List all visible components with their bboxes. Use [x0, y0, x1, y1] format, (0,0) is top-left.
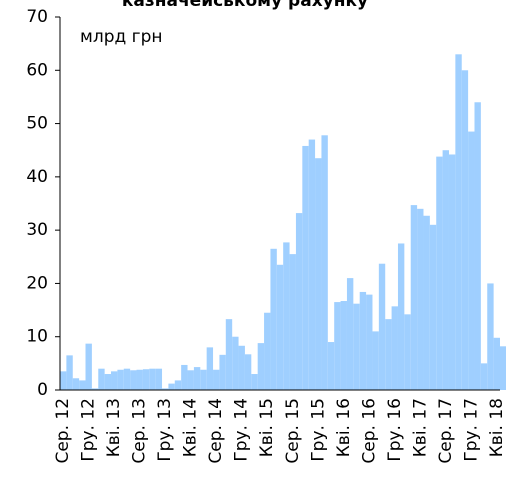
bar	[353, 303, 360, 390]
y-tick-label: 70	[26, 7, 48, 27]
x-tick-label: Кві. 13	[104, 398, 124, 457]
bar	[206, 347, 214, 390]
x-tick-label: Сер. 12	[53, 398, 73, 464]
bar	[372, 331, 379, 390]
x-tick-label: Сер. 13	[130, 398, 150, 464]
bar	[251, 374, 258, 390]
y-tick-label: 0	[37, 380, 48, 400]
bar	[327, 342, 335, 390]
bar	[302, 145, 309, 390]
bar	[181, 364, 188, 390]
bar	[130, 370, 137, 390]
y-tick-label: 60	[26, 60, 48, 80]
x-tick-label: Кві. 14	[181, 398, 201, 457]
bar	[60, 371, 67, 390]
bar	[72, 378, 80, 390]
bar	[142, 369, 150, 390]
bar	[493, 337, 500, 390]
bar	[136, 369, 143, 390]
bar	[308, 139, 316, 390]
x-tick-label: Гру. 17	[461, 398, 481, 462]
bar	[123, 368, 131, 390]
bar	[264, 312, 271, 390]
bar	[346, 278, 354, 390]
bar	[111, 371, 118, 390]
bar	[461, 70, 469, 391]
bar	[321, 135, 328, 390]
bar	[487, 283, 494, 390]
bar	[366, 294, 373, 390]
bar	[334, 302, 341, 390]
x-tick-label: Сер. 15	[283, 398, 303, 464]
x-tick-label: Гру. 12	[79, 398, 99, 462]
chart-title: казначейському рахунку	[122, 0, 368, 11]
bar	[429, 224, 437, 390]
bar	[155, 368, 163, 390]
bar	[283, 242, 290, 390]
bar	[232, 336, 239, 390]
x-tick-label: Гру. 13	[155, 398, 175, 462]
bar	[257, 343, 265, 390]
bar	[404, 314, 411, 390]
bar	[391, 306, 398, 390]
bar	[340, 301, 347, 390]
bar	[117, 369, 124, 390]
x-tick-label: Кві. 15	[257, 398, 277, 457]
bar	[474, 102, 481, 390]
bar	[378, 263, 386, 390]
bar	[193, 367, 201, 390]
bar	[149, 368, 156, 390]
bar	[276, 264, 284, 390]
bar	[200, 369, 207, 390]
y-tick-label: 40	[26, 167, 48, 187]
bar	[162, 388, 169, 390]
bar	[397, 243, 405, 390]
x-tick-label: Гру. 14	[232, 398, 252, 462]
bar	[442, 150, 449, 390]
bar	[359, 291, 367, 390]
bar	[104, 374, 112, 390]
bar	[225, 319, 233, 390]
bar	[315, 158, 322, 390]
bar	[423, 215, 430, 390]
x-tick-label: Сер. 17	[436, 398, 456, 464]
bar	[436, 156, 443, 390]
bar	[385, 319, 392, 390]
bar	[98, 368, 105, 390]
bar	[79, 380, 86, 390]
bar	[244, 354, 252, 390]
x-tick-label: Кві. 17	[410, 398, 430, 457]
bar	[219, 354, 226, 390]
x-tick-label: Гру. 16	[385, 398, 405, 462]
x-tick-label: Гру. 15	[308, 398, 328, 462]
bar	[480, 363, 488, 390]
bar	[455, 54, 462, 391]
y-tick-label: 30	[26, 220, 48, 240]
bar	[295, 213, 303, 390]
bar	[187, 370, 194, 390]
bar	[289, 254, 296, 390]
bar	[468, 131, 475, 391]
bar	[270, 248, 277, 390]
y-tick-label: 10	[26, 327, 48, 347]
x-tick-label: Кві. 18	[487, 398, 506, 457]
bar	[85, 343, 92, 390]
bar	[174, 380, 182, 390]
bar	[66, 355, 73, 390]
x-tick-label: Сер. 16	[359, 398, 379, 464]
bar	[448, 154, 456, 390]
bar	[500, 346, 506, 390]
x-tick-label: Кві. 16	[334, 398, 354, 457]
y-tick-label: 50	[26, 114, 48, 134]
bar	[238, 345, 245, 390]
y-tick-label: 20	[26, 273, 48, 293]
bar	[91, 388, 99, 390]
y-axis-label: млрд грн	[80, 27, 162, 47]
bar	[168, 383, 175, 390]
x-tick-label: Сер. 14	[206, 398, 226, 464]
bar	[410, 205, 418, 390]
bar	[417, 208, 424, 390]
bar	[213, 369, 220, 390]
